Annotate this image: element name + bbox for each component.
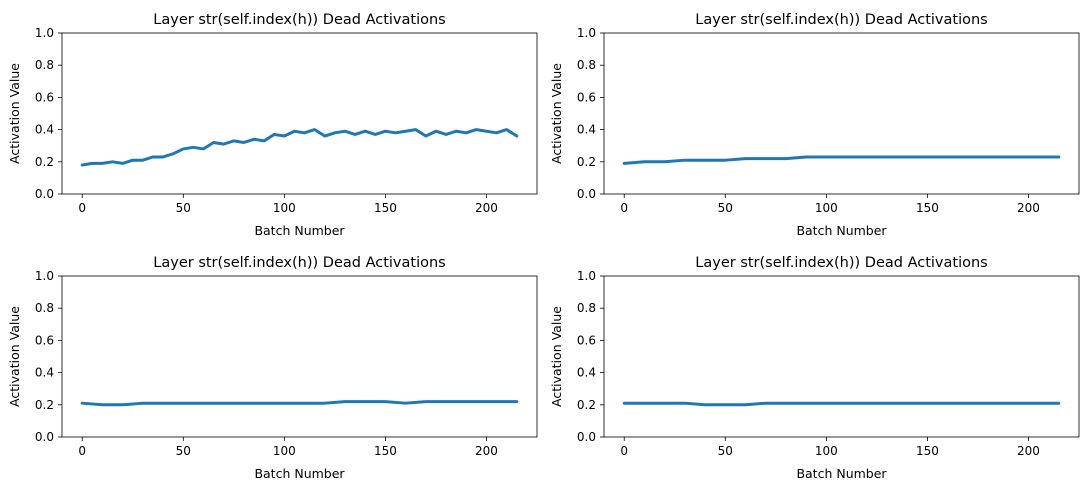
- x-axis-label: Batch Number: [796, 223, 887, 238]
- subplot-1: 0 50 100 150 200 0.0 0.2 0.4 0.6 0.8 1.0 Layer str(…: [7, 12, 538, 238]
- chart-title: Layer str(self.index(h)) Dead Activation…: [153, 255, 445, 271]
- y-tick-label: 1.0: [35, 269, 54, 283]
- subplot-3: 0 50 100 150 200 0.0 0.2 0.4 0.6 0.8 1.0 Layer str(…: [7, 255, 538, 481]
- y-tick-label: 0.6: [35, 90, 54, 104]
- y-axis-label: Activation Value: [549, 63, 564, 164]
- series-line: [80, 400, 519, 407]
- x-axis-label: Batch Number: [254, 223, 345, 238]
- y-tick-label: 0.8: [577, 58, 596, 72]
- chart-title: Layer str(self.index(h)) Dead Activation…: [153, 12, 445, 28]
- y-tick-label: 0.4: [35, 366, 54, 380]
- x-tick-label: 150: [374, 201, 397, 215]
- y-tick-label: 0.4: [577, 123, 596, 137]
- y-tick-label: 0.2: [35, 398, 54, 412]
- y-tick-label: 0.8: [577, 301, 596, 315]
- x-tick-label: 100: [815, 444, 838, 458]
- plot-frame: [603, 32, 1080, 195]
- subplot-2: 0 50 100 150 200 0.0 0.2 0.4 0.6 0.8 1.0 Layer str(…: [549, 12, 1080, 238]
- y-tick-label: 0.0: [577, 187, 596, 201]
- x-tick-label: 0: [78, 201, 86, 215]
- x-tick-label: 150: [374, 444, 397, 458]
- y-axis-label: Activation Value: [549, 306, 564, 407]
- x-tick-label: 200: [1017, 201, 1040, 215]
- y-tick-label: 0.0: [577, 430, 596, 444]
- y-axis-label: Activation Value: [7, 306, 22, 407]
- y-tick-label: 0.6: [577, 333, 596, 347]
- x-tick-label: 200: [475, 201, 498, 215]
- x-axis-label: Batch Number: [254, 466, 345, 481]
- y-tick-label: 1.0: [35, 26, 54, 40]
- y-tick-label: 0.6: [35, 333, 54, 347]
- subplot-4: 0 50 100 150 200 0.0 0.2 0.4 0.6 0.8 1.0 Layer str(…: [549, 255, 1080, 481]
- x-tick-label: 50: [176, 444, 191, 458]
- y-tick-label: 0.2: [577, 398, 596, 412]
- y-tick-label: 1.0: [577, 269, 596, 283]
- series-line: [622, 155, 1061, 165]
- y-axis-label: Activation Value: [7, 63, 22, 164]
- plot-frame: [603, 275, 1080, 438]
- series-line: [622, 401, 1061, 407]
- x-axis-label: Batch Number: [796, 466, 887, 481]
- x-tick-label: 100: [273, 201, 296, 215]
- y-tick-label: 0.4: [35, 123, 54, 137]
- y-tick-label: 0.8: [35, 301, 54, 315]
- x-tick-label: 0: [620, 444, 628, 458]
- x-tick-label: 150: [916, 201, 939, 215]
- y-tick-label: 0.4: [577, 366, 596, 380]
- x-tick-label: 0: [78, 444, 86, 458]
- y-tick-label: 0.0: [35, 430, 54, 444]
- y-tick-label: 0.2: [577, 155, 596, 169]
- chart-title: Layer str(self.index(h)) Dead Activation…: [695, 12, 987, 28]
- x-tick-label: 150: [916, 444, 939, 458]
- x-tick-label: 50: [718, 201, 733, 215]
- x-tick-label: 50: [718, 444, 733, 458]
- x-tick-label: 0: [620, 201, 628, 215]
- y-tick-label: 0.2: [35, 155, 54, 169]
- y-tick-label: 0.6: [577, 90, 596, 104]
- x-tick-label: 50: [176, 201, 191, 215]
- x-tick-label: 100: [273, 444, 296, 458]
- y-tick-label: 1.0: [577, 26, 596, 40]
- x-tick-label: 200: [475, 444, 498, 458]
- chart-title: Layer str(self.index(h)) Dead Activation…: [695, 255, 987, 271]
- y-tick-label: 0.0: [35, 187, 54, 201]
- x-tick-label: 100: [815, 201, 838, 215]
- series-line: [80, 128, 519, 167]
- plot-frame: [61, 275, 538, 438]
- plot-frame: [61, 32, 538, 195]
- y-tick-label: 0.8: [35, 58, 54, 72]
- x-tick-label: 200: [1017, 444, 1040, 458]
